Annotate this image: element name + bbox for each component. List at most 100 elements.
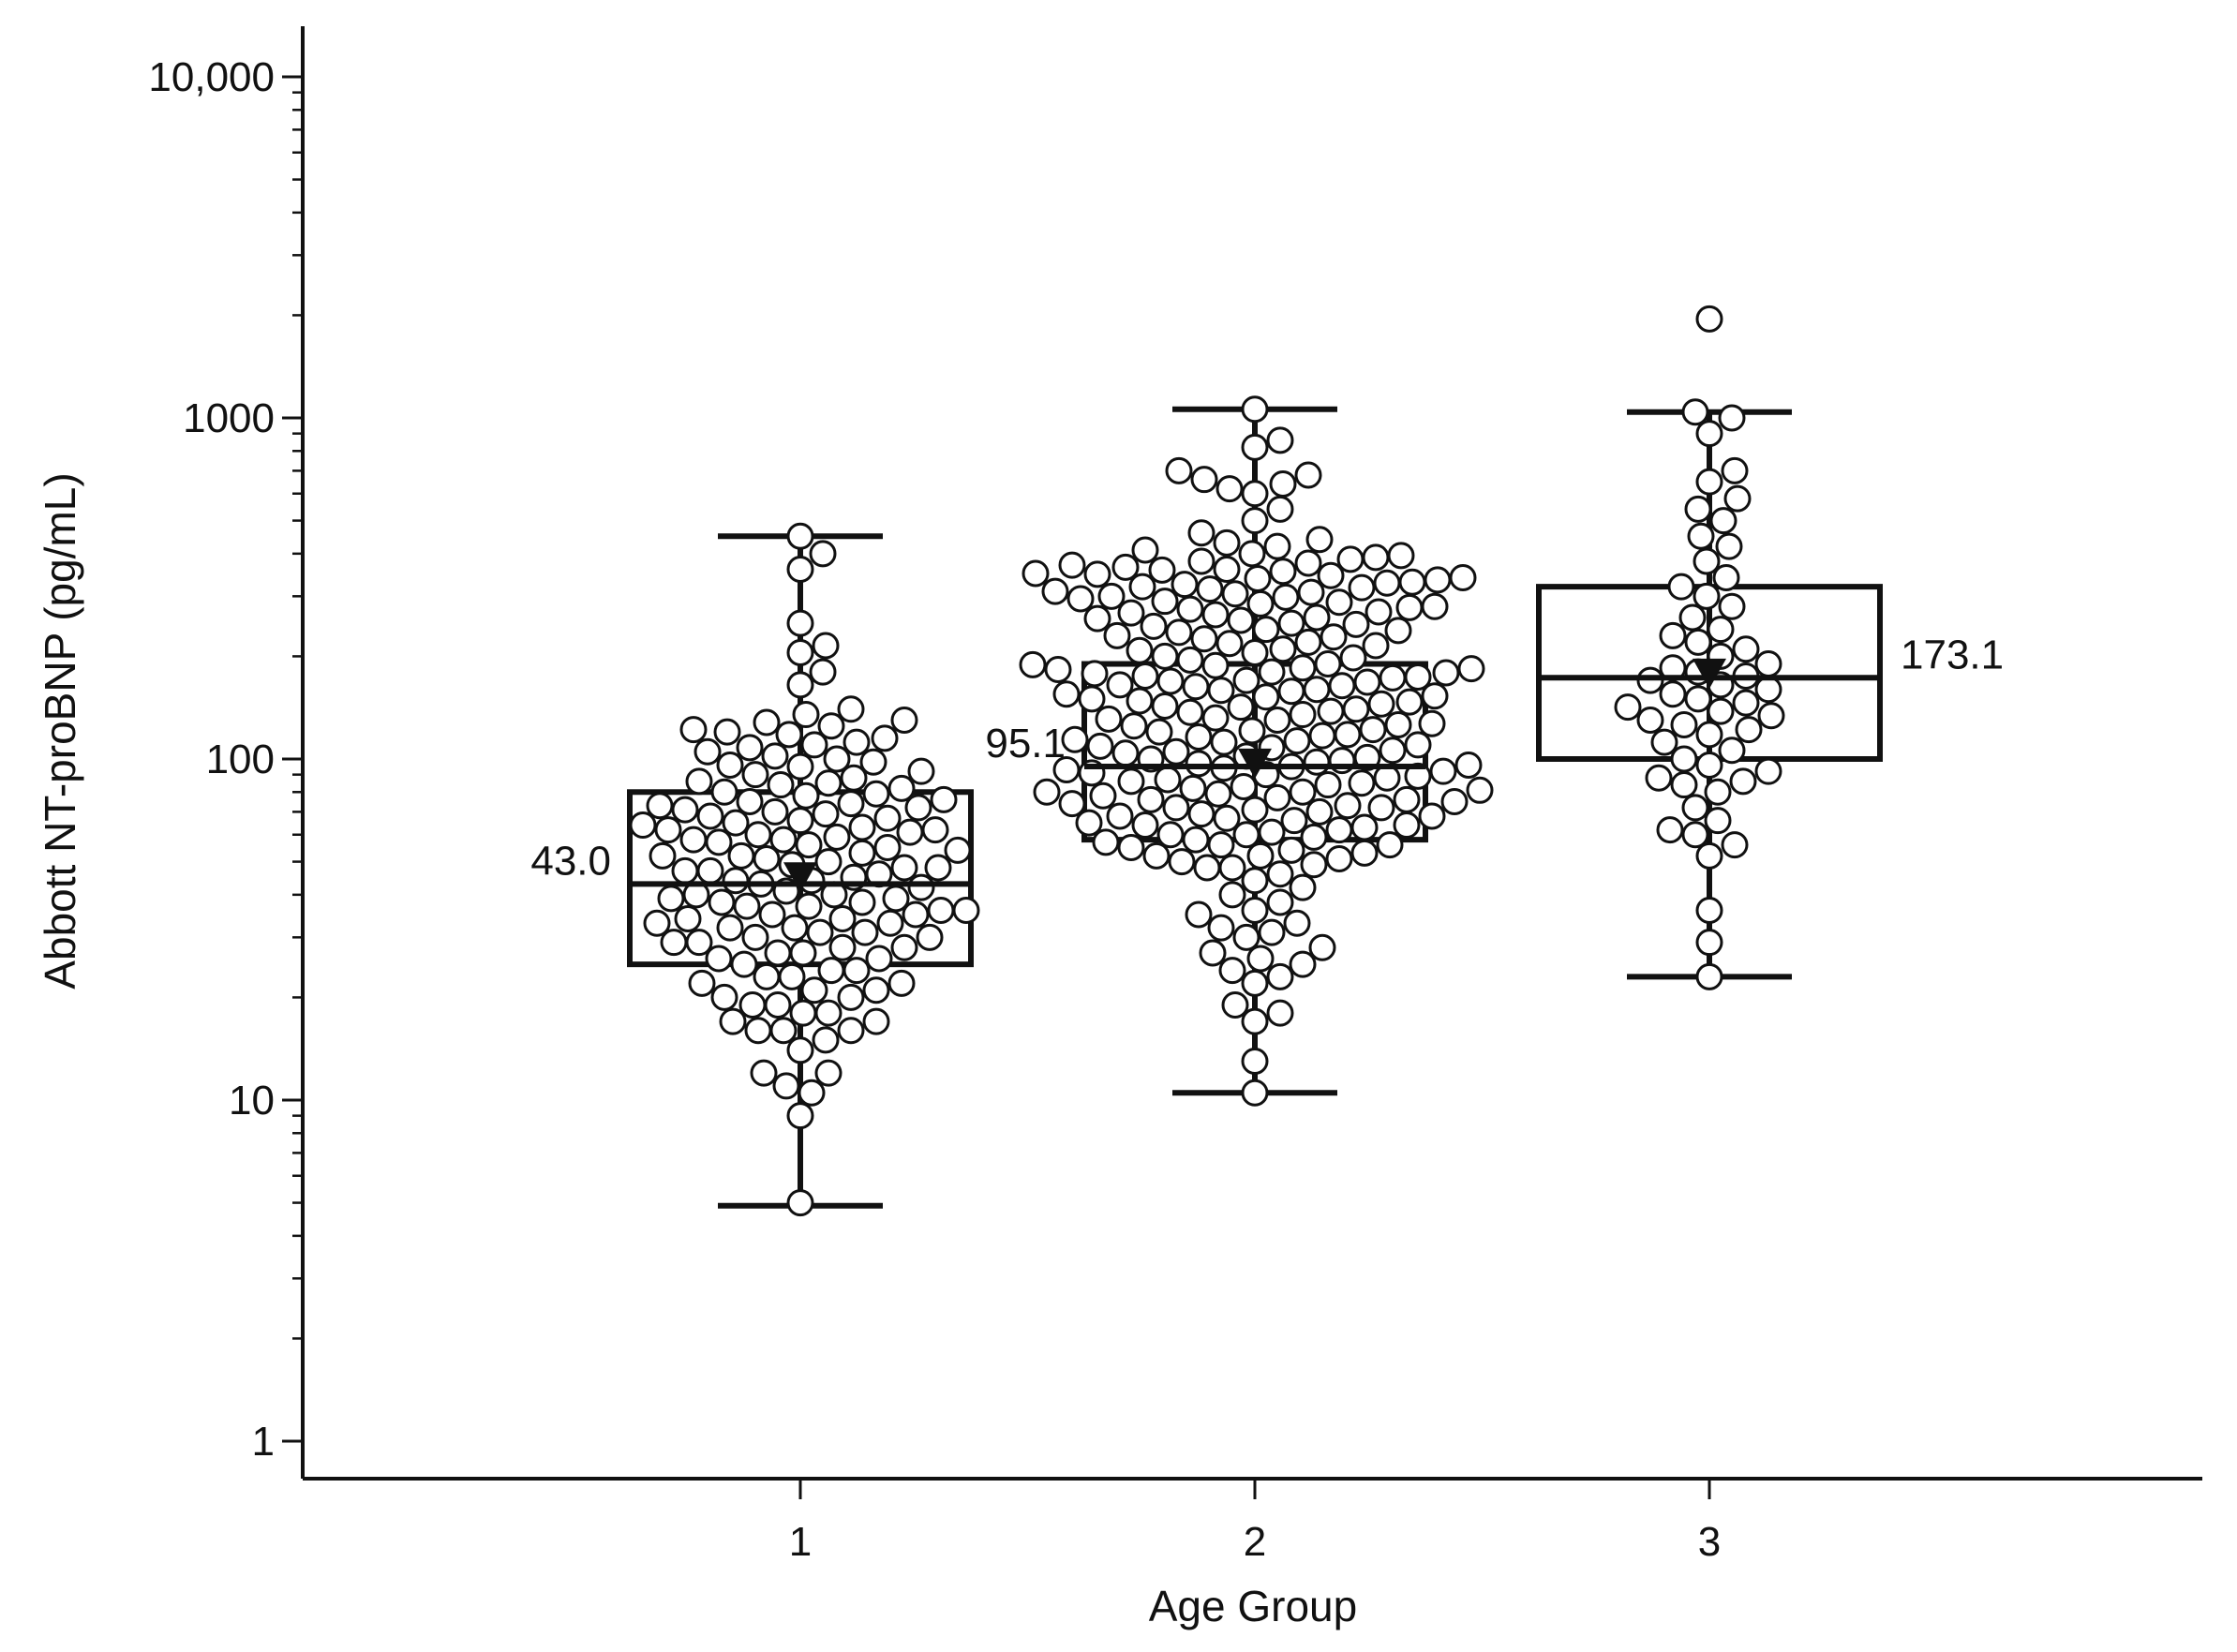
data-point <box>1650 728 1678 756</box>
data-point <box>761 797 789 826</box>
data-point <box>1695 929 1723 957</box>
data-point <box>1269 635 1297 663</box>
data-point <box>902 900 930 929</box>
data-point <box>1359 716 1387 744</box>
data-point <box>719 1007 747 1035</box>
data-point <box>1111 553 1140 581</box>
data-point <box>814 769 843 797</box>
data-point <box>1106 802 1134 830</box>
data-point <box>890 933 918 961</box>
data-point <box>1185 750 1213 778</box>
data-point <box>696 856 724 885</box>
x-axis: 1 2 3 <box>789 1479 1721 1565</box>
data-point <box>1213 804 1241 832</box>
data-point <box>1712 564 1740 592</box>
data-point <box>1300 851 1328 879</box>
data-point <box>1156 667 1185 695</box>
data-point <box>1308 722 1336 750</box>
data-point <box>812 632 840 660</box>
data-point <box>927 897 955 925</box>
data-point <box>1695 751 1723 779</box>
x-axis-title: Age Group <box>1149 1582 1357 1630</box>
data-point <box>1732 635 1760 663</box>
data-point <box>1221 991 1249 1019</box>
data-point <box>1277 609 1305 637</box>
data-point <box>629 811 657 840</box>
data-point <box>1404 662 1432 691</box>
data-point <box>649 841 677 870</box>
data-point <box>1283 727 1311 755</box>
data-point <box>1300 823 1328 851</box>
data-point <box>1176 595 1204 623</box>
data-point <box>1342 695 1370 723</box>
data-point <box>798 1079 826 1107</box>
median-label: 173.1 <box>1901 632 2004 677</box>
median-label: 95.1 <box>985 721 1066 766</box>
data-point <box>1140 612 1168 640</box>
data-point <box>1393 785 1421 813</box>
data-point <box>1303 748 1331 776</box>
data-point <box>1117 834 1145 862</box>
data-point <box>1421 592 1449 620</box>
data-point <box>786 807 814 835</box>
data-point <box>1232 666 1260 694</box>
data-point <box>654 816 682 844</box>
data-point <box>1244 564 1272 592</box>
data-point <box>930 785 958 813</box>
data-point <box>1614 693 1642 722</box>
data-point <box>1117 767 1145 796</box>
data-point <box>786 752 814 781</box>
data-point <box>1350 839 1379 867</box>
data-point <box>1379 663 1407 692</box>
data-point <box>1252 683 1280 711</box>
data-point <box>1120 712 1148 740</box>
data-point <box>795 831 823 859</box>
data-point <box>1252 616 1280 644</box>
data-point <box>814 1059 843 1087</box>
data-point <box>837 1017 865 1045</box>
data-point <box>865 945 893 973</box>
data-point <box>1659 621 1687 649</box>
data-point <box>1373 569 1401 597</box>
data-point <box>887 969 916 997</box>
data-point <box>1171 571 1199 599</box>
data-point <box>848 839 876 867</box>
data-point <box>1263 783 1291 811</box>
data-point <box>1263 532 1291 560</box>
data-point <box>907 873 935 901</box>
data-point <box>792 781 820 810</box>
data-point <box>1449 564 1477 592</box>
data-point <box>1241 796 1269 824</box>
data-point <box>1339 644 1367 672</box>
data-point <box>786 609 814 637</box>
data-point <box>862 1007 890 1035</box>
data-point <box>924 854 952 882</box>
data-point <box>1317 561 1345 589</box>
data-point <box>688 969 716 997</box>
data-point <box>1687 522 1715 550</box>
data-point <box>1659 680 1687 708</box>
data-point <box>1176 646 1204 674</box>
data-point <box>736 787 764 815</box>
data-point <box>786 671 814 699</box>
data-point <box>1201 651 1230 679</box>
data-point <box>1126 636 1154 664</box>
data-point <box>862 780 890 808</box>
data-point <box>890 854 918 882</box>
data-point <box>705 945 733 973</box>
data-point <box>786 1189 814 1217</box>
data-point <box>1367 794 1395 822</box>
data-point <box>873 834 902 862</box>
data-point <box>1289 873 1317 901</box>
data-point <box>753 962 781 990</box>
data-point <box>1041 577 1069 605</box>
data-point <box>817 712 845 740</box>
data-point <box>1213 556 1241 584</box>
data-point <box>1227 606 1255 634</box>
data-point <box>828 933 857 961</box>
data-point <box>753 708 781 737</box>
data-point <box>851 918 879 946</box>
data-point <box>828 905 857 933</box>
data-point <box>1215 630 1244 658</box>
data-point <box>890 707 918 735</box>
